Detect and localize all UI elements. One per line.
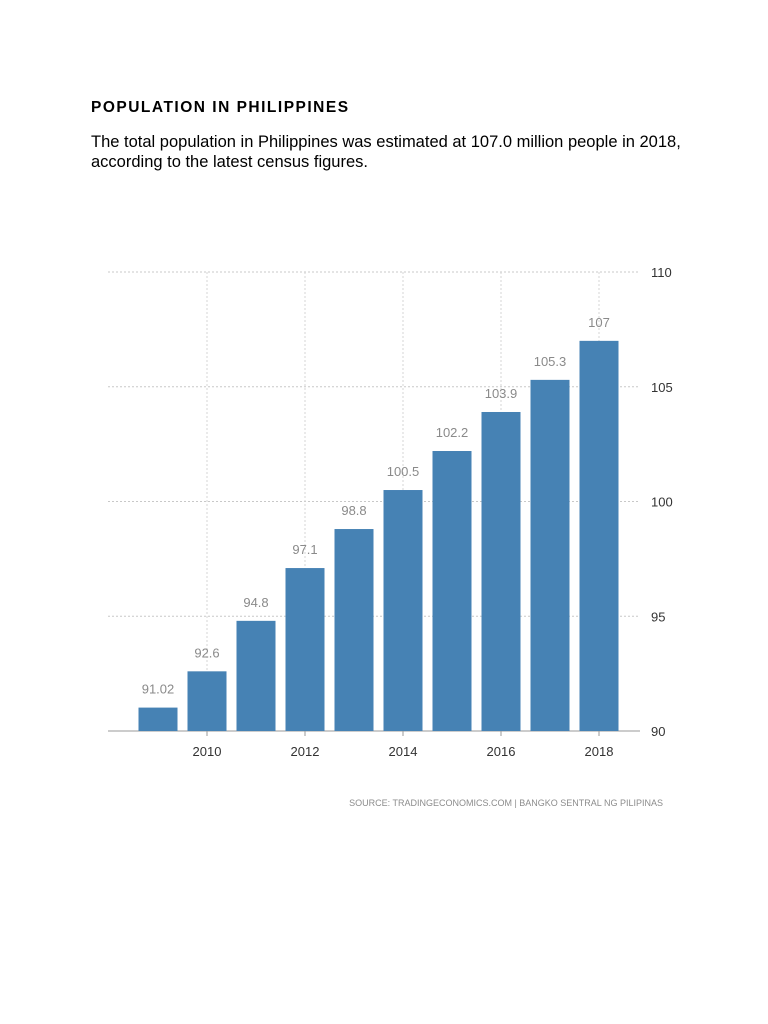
bar-2018 bbox=[579, 340, 619, 731]
x-tick-label: 2010 bbox=[193, 744, 222, 759]
page-title: POPULATION IN PHILIPPINES bbox=[91, 99, 350, 116]
chart-bars bbox=[138, 340, 619, 731]
data-label-2010: 92.6 bbox=[194, 645, 219, 660]
x-tick-label: 2014 bbox=[389, 744, 418, 759]
data-label-2011: 94.8 bbox=[243, 595, 268, 610]
data-label-2015: 102.2 bbox=[436, 425, 469, 440]
y-tick-label: 100 bbox=[651, 495, 673, 510]
x-tick-label: 2016 bbox=[487, 744, 516, 759]
x-tick-label: 2018 bbox=[585, 744, 614, 759]
data-label-2017: 105.3 bbox=[534, 354, 567, 369]
bar-2009 bbox=[138, 707, 178, 731]
data-label-2009: 91.02 bbox=[142, 682, 175, 697]
bar-2015 bbox=[432, 451, 472, 731]
chart-source: SOURCE: TRADINGECONOMICS.COM | BANGKO SE… bbox=[349, 798, 663, 808]
chart-data-labels: 91.02 92.6 94.8 97.1 98.8 100.5 102.2 103.9 105.… bbox=[142, 315, 610, 697]
bar-2010 bbox=[187, 671, 227, 731]
bar-2014 bbox=[383, 490, 423, 731]
y-tick-label: 105 bbox=[651, 380, 673, 395]
data-label-2013: 98.8 bbox=[341, 503, 366, 518]
y-tick-label: 95 bbox=[651, 609, 665, 624]
y-tick-label: 110 bbox=[651, 265, 672, 280]
data-label-2014: 100.5 bbox=[387, 464, 420, 479]
data-label-2012: 97.1 bbox=[292, 542, 317, 557]
data-label-2018: 107 bbox=[588, 315, 610, 330]
chart-y-axis: 90 95 100 105 110 bbox=[651, 265, 673, 739]
data-label-2016: 103.9 bbox=[485, 386, 518, 401]
bar-2012 bbox=[285, 568, 325, 731]
bar-2016 bbox=[481, 411, 521, 731]
summary-text: The total population in Philippines was … bbox=[91, 133, 681, 171]
chart-x-axis: 2010 2012 2014 2016 2018 bbox=[193, 744, 614, 759]
x-tick-label: 2012 bbox=[291, 744, 320, 759]
bar-2017 bbox=[530, 379, 570, 731]
y-tick-label: 90 bbox=[651, 724, 665, 739]
bar-2011 bbox=[236, 620, 276, 731]
bar-2013 bbox=[334, 529, 374, 731]
